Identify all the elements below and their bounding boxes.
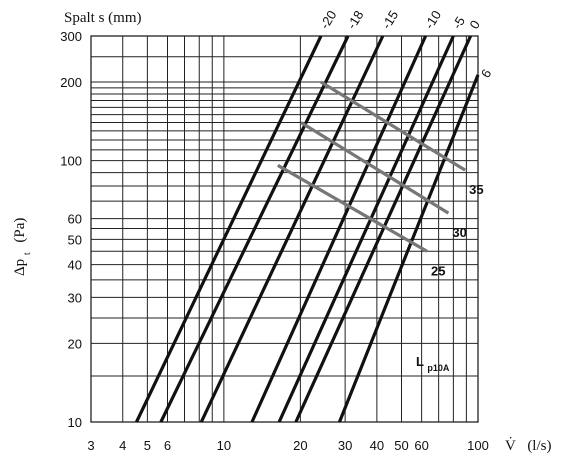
sound-level-label-main: L <box>416 354 424 369</box>
sound-level-curve-label: 35 <box>469 182 483 197</box>
gap-curve <box>337 74 480 423</box>
y-axis-label: Δp t (Pa) <box>12 218 33 276</box>
y-tick-label: 50 <box>68 232 82 247</box>
chart-title: Spalt s (mm) <box>64 10 142 26</box>
x-tick-label: 20 <box>293 438 307 453</box>
tick-labels: 3 4 5 6 10 20 30 40 50 60 100 10 20 30 40 50 60 100 200 300 <box>60 29 489 453</box>
sound-level-curve-label: 25 <box>431 263 445 278</box>
y-axis-label-sub: t <box>22 252 33 255</box>
gap-curve <box>159 35 350 423</box>
gap-curve <box>135 35 323 423</box>
y-tick-label: 100 <box>60 154 82 169</box>
x-tick-label: 60 <box>414 438 428 453</box>
gap-curve <box>250 35 428 423</box>
y-tick-label: 60 <box>68 212 82 227</box>
gap-curve-label: -18 <box>344 8 367 32</box>
gap-curve-label: 6 <box>478 66 495 80</box>
sound-level-label-sub: p10A <box>427 363 450 373</box>
x-tick-label: 10 <box>217 438 231 453</box>
sound-level-curve <box>276 163 428 253</box>
x-tick-label: 100 <box>467 438 489 453</box>
sound-level-curve-label: 30 <box>452 225 466 240</box>
x-tick-label: 40 <box>370 438 384 453</box>
gap-curve <box>294 35 473 423</box>
y-axis-label-unit: (Pa) <box>12 218 28 243</box>
x-tick-label: 6 <box>164 438 171 453</box>
sound-level-curve <box>300 121 450 215</box>
sound-level-curves <box>276 80 466 253</box>
gap-curve-label: -10 <box>421 8 444 32</box>
x-axis-label-main: V̇ <box>505 437 516 454</box>
gap-curve-label: -5 <box>449 14 468 32</box>
gap-curve-label: -15 <box>379 8 402 32</box>
y-axis-label-main: Δp <box>12 259 28 276</box>
gap-curve-label: 0 <box>466 18 483 32</box>
y-tick-label: 30 <box>68 290 82 305</box>
x-axis-label: V̇ (l/s) <box>505 437 551 454</box>
y-tick-label: 10 <box>68 415 82 430</box>
y-tick-label: 40 <box>68 258 82 273</box>
plot-frame <box>90 35 479 423</box>
grid <box>90 35 479 423</box>
x-tick-label: 5 <box>144 438 151 453</box>
x-tick-label: 4 <box>119 438 126 453</box>
y-tick-label: 20 <box>68 336 82 351</box>
y-tick-label: 300 <box>60 29 82 44</box>
gap-curve-label: -20 <box>317 8 340 32</box>
x-tick-label: 50 <box>394 438 408 453</box>
x-tick-label: 30 <box>338 438 352 453</box>
x-tick-label: 3 <box>87 438 94 453</box>
x-axis-label-unit: (l/s) <box>527 438 551 454</box>
gap-curve <box>277 35 455 423</box>
y-tick-label: 200 <box>60 75 82 90</box>
sound-level-label: L p10A <box>416 354 450 373</box>
sound-level-curve <box>320 80 466 172</box>
